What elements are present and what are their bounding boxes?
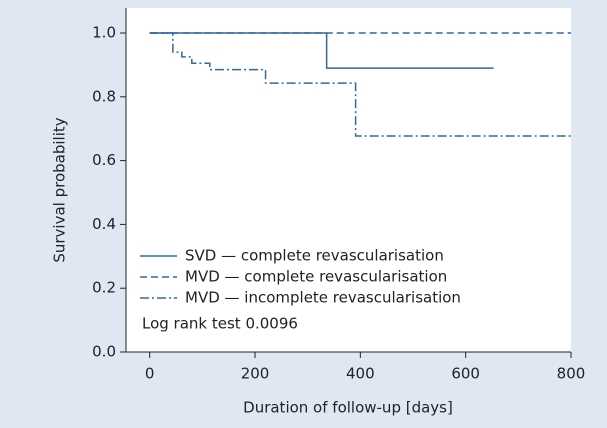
- survival-curve: [149, 32, 571, 137]
- plot-area: [126, 8, 571, 352]
- x-tick-label: 200: [241, 365, 270, 383]
- y-tick-label: 0.4: [92, 215, 116, 233]
- y-axis-label: Survival probability: [51, 117, 69, 262]
- x-tick-label: 0: [145, 365, 155, 383]
- y-tick-label: 0.0: [92, 343, 116, 361]
- y-tick-label: 0.8: [92, 87, 116, 105]
- y-tick-label: 0.6: [92, 151, 116, 169]
- y-tick-label: 0.2: [92, 279, 116, 297]
- x-axis-label: Duration of follow-up [days]: [243, 399, 453, 417]
- legend-label: MVD — complete revascularisation: [185, 268, 447, 286]
- x-tick-label: 600: [451, 365, 480, 383]
- x-tick-label: 400: [346, 365, 375, 383]
- y-tick-label: 1.0: [92, 24, 116, 42]
- legend-label: SVD — complete revascularisation: [185, 247, 444, 265]
- legend-label: MVD — incomplete revascularisation: [185, 289, 461, 307]
- x-tick-label: 800: [557, 365, 586, 383]
- annotation: Log rank test 0.0096: [142, 315, 298, 333]
